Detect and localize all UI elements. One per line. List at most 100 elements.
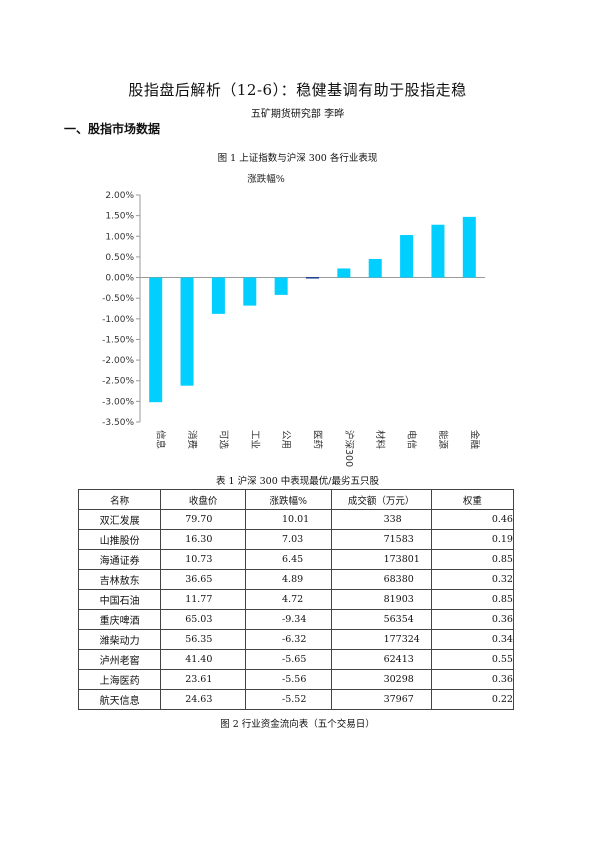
chart-title: 涨跌幅%	[247, 173, 285, 185]
y-tick-label: 1.00%	[105, 232, 134, 242]
table-row: 吉林敖东 36.65 4.89 68380 0.32	[77, 569, 515, 590]
stock-name-cell: 中国石油	[77, 589, 162, 610]
figure2-caption: 图 2 行业资金流向表（五个交易日）	[220, 719, 375, 730]
table-row: 中国石油 11.77 4.72 81903 0.85	[77, 589, 515, 610]
bar-金融	[462, 216, 476, 278]
table-row: 海通证券 10.73 6.45 173801 0.85	[77, 549, 515, 570]
col-header-change: 涨跌幅%	[245, 489, 332, 510]
table-row: 潍柴动力 56.35 -6.32 177324 0.34	[77, 629, 515, 650]
x-tick-label: 工业	[249, 430, 260, 449]
change-pct-cell: -6.32	[245, 629, 332, 650]
bar-医药	[306, 277, 319, 279]
weight-cell: 0.34	[430, 629, 515, 650]
col-header-weight: 权重	[430, 489, 515, 510]
weight-cell: 0.19	[430, 529, 515, 550]
stock-name-cell: 潍柴动力	[77, 629, 162, 650]
bar-沪深300	[337, 268, 351, 278]
y-tick-label: -3.00%	[102, 397, 134, 407]
turnover-cell: 62413	[330, 649, 432, 670]
bar-消费	[180, 277, 194, 386]
y-tick-label: -0.50%	[102, 294, 134, 304]
x-tick-label: 能源	[437, 430, 449, 450]
industry-performance-chart: 涨跌幅% 2.00% 1.50% 1.00% 0.50% 0.00% -0.50% -1.0…	[102, 173, 485, 467]
turnover-cell: 56354	[330, 609, 432, 630]
x-tick-label: 信息	[155, 430, 167, 449]
stock-name-cell: 双汇发展	[77, 509, 162, 530]
table-row: 双汇发展 79.70 10.01 338 0.46	[77, 509, 515, 530]
table-row: 泸州老窖 41.40 -5.65 62413 0.55	[77, 649, 515, 670]
x-tick-label: 消费	[186, 430, 198, 449]
col-header-close: 收盘价	[160, 489, 246, 510]
x-tick-label: 可选	[217, 430, 229, 450]
close-price-cell: 65.03	[160, 609, 246, 630]
turnover-cell: 338	[330, 509, 432, 530]
close-price-cell: 10.73	[160, 549, 246, 570]
change-pct-cell: -5.56	[245, 669, 332, 690]
turnover-cell: 71583	[330, 529, 432, 550]
y-tick-label: 0.00%	[105, 274, 134, 284]
weight-cell: 0.22	[430, 689, 515, 710]
x-tick-label: 电信	[406, 430, 418, 449]
col-header-name: 名称	[77, 489, 162, 510]
weight-cell: 0.32	[430, 569, 515, 590]
change-pct-cell: -5.65	[245, 649, 332, 670]
change-pct-cell: 4.72	[245, 589, 332, 610]
change-pct-cell: 7.03	[245, 529, 332, 550]
y-tick-label: -2.00%	[102, 356, 134, 366]
turnover-cell: 173801	[330, 549, 432, 570]
close-price-cell: 23.61	[160, 669, 246, 690]
weight-cell: 0.46	[430, 509, 515, 530]
change-pct-cell: -9.34	[245, 609, 332, 630]
figure1-caption: 图 1 上证指数与沪深 300 各行业表现	[217, 153, 378, 164]
bar-工业	[243, 277, 257, 306]
weight-cell: 0.55	[430, 649, 515, 670]
change-pct-cell: 6.45	[245, 549, 332, 570]
table-header-row: 名称 收盘价 涨跌幅% 成交额（万元） 权重	[77, 489, 515, 510]
weight-cell: 0.36	[430, 669, 515, 690]
stock-table: 名称 收盘价 涨跌幅% 成交额（万元） 权重 双汇发展 79.70 10.01 338…	[77, 489, 515, 710]
x-tick-label: 材料	[374, 430, 386, 450]
stock-name-cell: 上海医药	[77, 669, 162, 690]
weight-cell: 0.85	[430, 589, 515, 610]
turnover-cell: 81903	[330, 589, 432, 610]
x-tick-label: 沪深300	[343, 430, 355, 467]
x-tick-label: 医药	[312, 430, 323, 449]
section-heading: 一、股指市场数据	[64, 122, 161, 136]
x-tick-label: 金融	[468, 430, 480, 450]
x-tick-label: 公用	[280, 430, 291, 449]
table1-caption: 表 1 沪深 300 中表现最优/最劣五只股	[216, 476, 379, 487]
change-pct-cell: -5.52	[245, 689, 332, 710]
table-row: 航天信息 24.63 -5.52 37967 0.22	[77, 689, 515, 710]
y-tick-label: 2.00%	[105, 191, 134, 201]
turnover-cell: 177324	[330, 629, 432, 650]
change-pct-cell: 10.01	[245, 509, 332, 530]
change-pct-cell: 4.89	[245, 569, 332, 590]
close-price-cell: 36.65	[160, 569, 246, 590]
close-price-cell: 41.40	[160, 649, 246, 670]
col-header-turnover: 成交额（万元）	[330, 489, 432, 510]
turnover-cell: 37967	[330, 689, 432, 710]
report-title: 股指盘后解析（12-6）：稳健基调有助于股指走稳	[128, 81, 467, 99]
bar-公用	[274, 277, 288, 295]
bar-能源	[431, 224, 445, 278]
y-tick-label: -1.50%	[102, 335, 134, 345]
bar-电信	[400, 235, 414, 278]
y-tick-label: 1.50%	[105, 212, 134, 222]
weight-cell: 0.36	[430, 609, 515, 630]
y-tick-label: -1.00%	[102, 315, 134, 325]
stock-name-cell: 山推股份	[77, 529, 162, 550]
stock-name-cell: 重庆啤酒	[77, 609, 162, 630]
stock-name-cell: 吉林敖东	[77, 569, 162, 590]
weight-cell: 0.85	[430, 549, 515, 570]
y-tick-label: 0.50%	[105, 253, 134, 263]
table-row: 上海医药 23.61 -5.56 30298 0.36	[77, 669, 515, 690]
bar-可选	[211, 277, 225, 314]
bar-材料	[368, 258, 382, 278]
table-row: 山推股份 16.30 7.03 71583 0.19	[77, 529, 515, 550]
report-author: 五矿期货研究部 李晔	[250, 109, 345, 120]
turnover-cell: 30298	[330, 669, 432, 690]
y-tick-label: -3.50%	[102, 418, 134, 428]
turnover-cell: 68380	[330, 569, 432, 590]
y-tick-label: -2.50%	[102, 377, 134, 387]
close-price-cell: 11.77	[160, 589, 246, 610]
